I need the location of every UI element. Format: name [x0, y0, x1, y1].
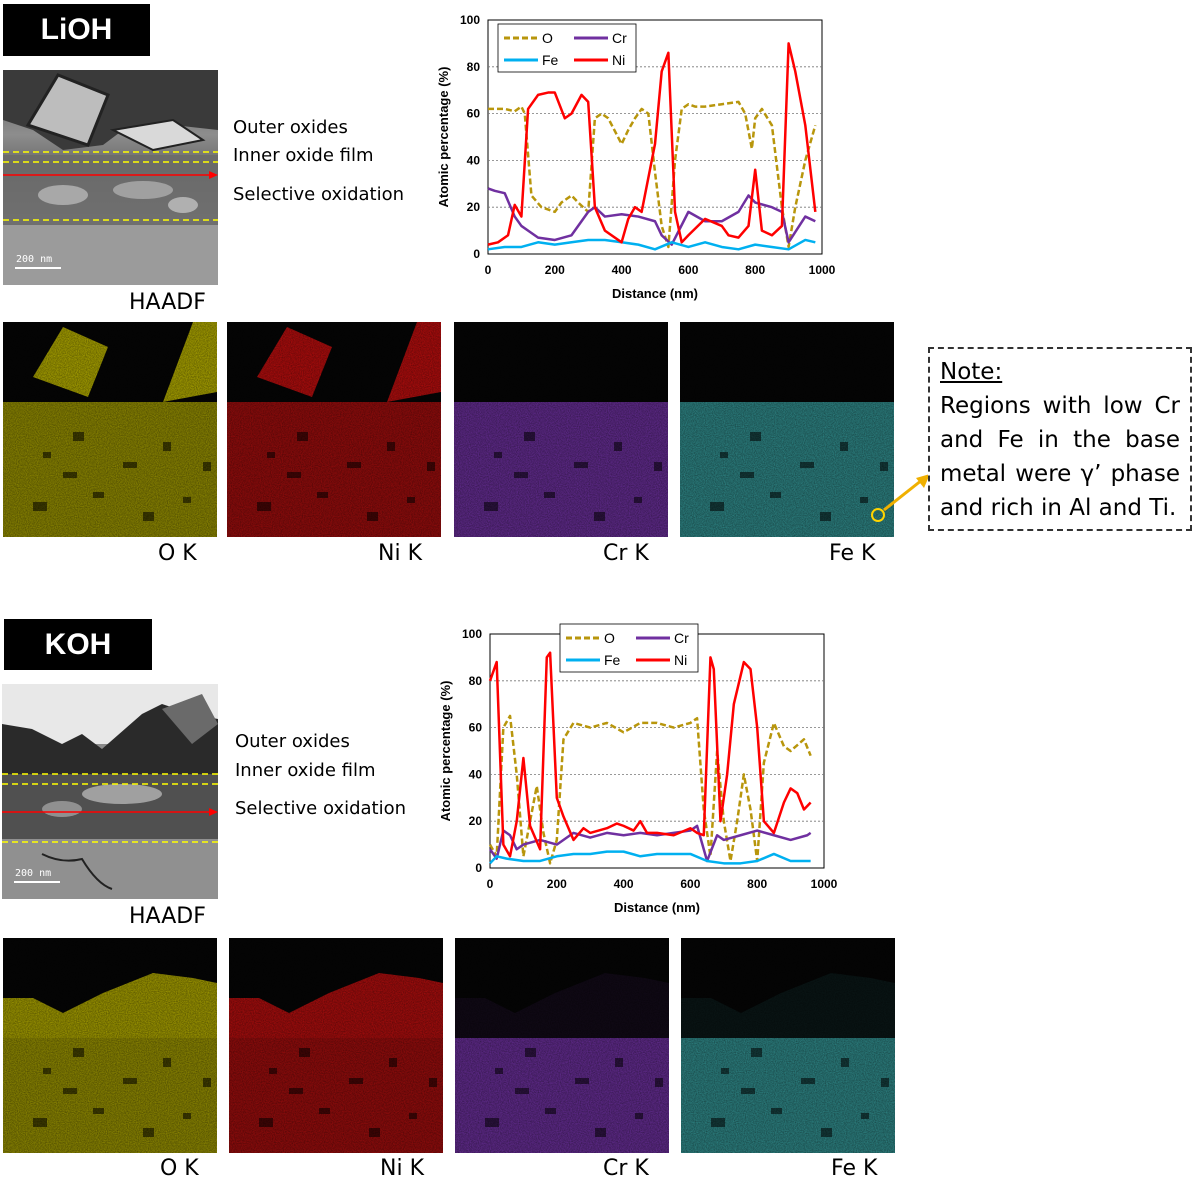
x-tick-label: 600: [678, 263, 698, 277]
map-label-cr: Cr K: [603, 541, 649, 566]
y-tick-label: 80: [469, 674, 483, 688]
x-tick-label: 0: [485, 263, 492, 277]
y-tick-label: 40: [467, 153, 481, 167]
layer-label-outer-oxides: Outer oxides: [233, 117, 348, 138]
eds-map-fe-lioh: [680, 322, 894, 537]
haadf-label: HAADF: [129, 290, 206, 315]
y-tick-label: 20: [469, 814, 483, 828]
legend-box: [559, 623, 699, 673]
y-tick-label: 60: [469, 721, 483, 735]
map-label-o: O K: [158, 541, 197, 566]
note-box: Note: Regions with low Cr and Fe in the …: [928, 347, 1192, 531]
panel-title-koh: KOH: [4, 619, 152, 670]
y-tick-label: 60: [467, 107, 481, 121]
note-text: Regions with low Cr and Fe in the base m…: [940, 393, 1180, 521]
series-line-fe: [489, 850, 811, 865]
x-tick-label: 400: [614, 877, 634, 891]
series-line-ni: [488, 651, 812, 858]
x-tick-label: 400: [612, 263, 632, 277]
x-tick-label: 600: [680, 877, 700, 891]
x-tick-label: 0: [487, 877, 494, 891]
eds-map-fe-koh: [681, 938, 895, 1153]
haadf-image-koh: 200 nm: [2, 684, 218, 899]
map-label-fe: Fe K: [829, 541, 876, 566]
eds-map-ni-lioh: [227, 322, 441, 537]
legend-label-o: O: [604, 630, 615, 646]
y-tick-label: 100: [462, 627, 482, 641]
eds-map-cr-koh: [455, 938, 669, 1153]
x-axis-label: Distance (nm): [612, 286, 698, 301]
haadf-image-lioh: 200 nm: [3, 70, 218, 285]
x-tick-label: 800: [745, 263, 765, 277]
x-tick-label: 1000: [811, 877, 838, 891]
panel-title-lioh: LiOH: [3, 4, 150, 56]
series-line-cr: [487, 187, 816, 246]
y-tick-label: 40: [469, 767, 483, 781]
x-tick-label: 800: [747, 877, 767, 891]
note-arrow: [871, 474, 930, 522]
y-tick-label: 0: [473, 247, 480, 261]
legend-box: [497, 23, 637, 73]
scale-bar-label: 200 nm: [16, 254, 53, 265]
scale-bar-label: 200 nm: [15, 868, 52, 879]
map-label-cr: Cr K: [603, 1156, 649, 1181]
legend-label-cr: Cr: [674, 630, 689, 646]
series-line-o: [488, 100, 817, 249]
legend-label-cr: Cr: [612, 30, 627, 46]
map-label-fe: Fe K: [831, 1156, 878, 1181]
layer-label-selective-oxidation: Selective oxidation: [235, 798, 407, 819]
map-label-ni: Ni K: [378, 541, 422, 566]
eds-map-cr-lioh: [454, 322, 668, 537]
y-tick-label: 0: [475, 861, 482, 875]
legend-label-fe: Fe: [542, 52, 559, 68]
y-tick-label: 80: [467, 60, 481, 74]
legend-label-o: O: [542, 30, 553, 46]
haadf-label: HAADF: [129, 904, 206, 929]
eds-map-o-lioh: [3, 322, 217, 537]
series-line-o: [488, 714, 812, 865]
eds-map-ni-koh: [229, 938, 443, 1153]
legend-label-ni: Ni: [612, 52, 625, 68]
map-label-o: O K: [160, 1156, 199, 1181]
y-tick-label: 20: [467, 200, 481, 214]
legend-label-fe: Fe: [604, 652, 621, 668]
y-axis-label: Atomic percentage (%): [436, 67, 451, 208]
note-title: Note:: [940, 359, 1003, 385]
layer-label-inner-oxide-film: Inner oxide film: [233, 145, 374, 166]
y-axis-label: Atomic percentage (%): [438, 681, 453, 822]
x-tick-label: 200: [545, 263, 565, 277]
legend-label-ni: Ni: [674, 652, 687, 668]
x-tick-label: 1000: [809, 263, 836, 277]
series-line-fe: [487, 238, 816, 251]
x-axis-label: Distance (nm): [614, 900, 700, 915]
map-label-ni: Ni K: [380, 1156, 424, 1181]
eds-map-o-koh: [3, 938, 217, 1153]
x-tick-label: 200: [547, 877, 567, 891]
layer-label-outer-oxides: Outer oxides: [235, 731, 350, 752]
layer-label-inner-oxide-film: Inner oxide film: [235, 760, 376, 781]
series-line-ni: [487, 42, 817, 246]
layer-label-selective-oxidation: Selective oxidation: [233, 184, 405, 205]
y-tick-label: 100: [460, 13, 480, 27]
